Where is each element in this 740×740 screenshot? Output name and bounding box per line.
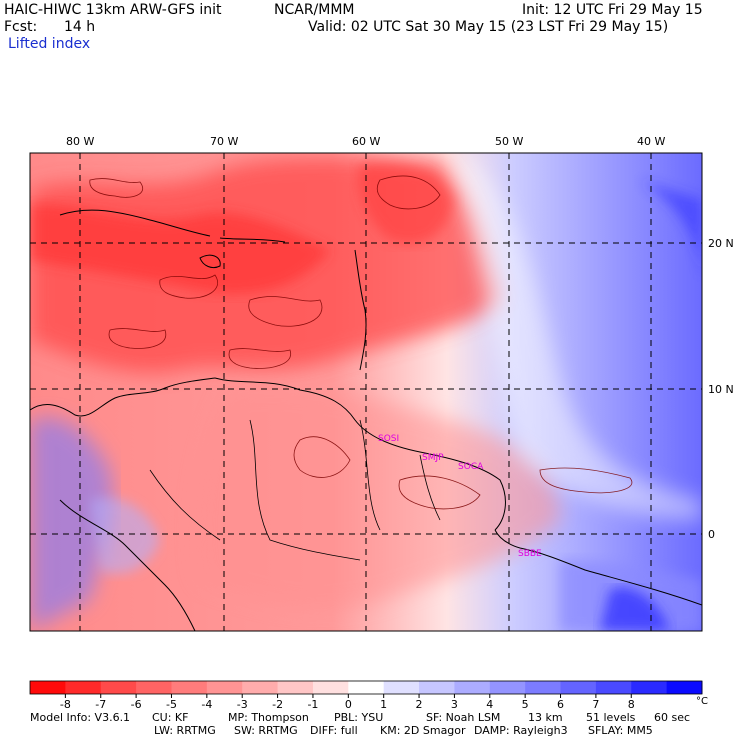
colorbar-border xyxy=(29,680,703,695)
colorbar-swatch xyxy=(100,681,137,694)
colorbar-tick-label: 6 xyxy=(557,698,564,711)
model-title: HAIC-HIWC 13km ARW-GFS init xyxy=(4,2,222,18)
longitude-label: 50 W xyxy=(495,135,523,148)
footer-resolution: 13 km xyxy=(528,711,563,724)
map-frame xyxy=(29,152,703,632)
central-america-coast xyxy=(30,377,216,417)
colorbar-swatch xyxy=(666,681,703,694)
colorbar-tick-label: -5 xyxy=(166,698,177,711)
colorbar-tick-label: 5 xyxy=(522,698,529,711)
lesser-antilles xyxy=(354,249,367,371)
colorbar-tick-label: 1 xyxy=(380,698,387,711)
colorbar-swatch xyxy=(30,681,66,694)
station-label: SMJP xyxy=(422,453,444,463)
colorbar-tick-label: 0 xyxy=(345,698,352,711)
forecast-hour: 14 h xyxy=(64,19,96,35)
colorbar-ticks: -8 -7 -6 -5 -4 -3 -2 -1 0 1 2 3 4 5 6 7 8 xyxy=(60,694,635,711)
colorbar-swatch xyxy=(454,681,491,694)
latitude-label: 20 N xyxy=(708,237,734,250)
colorbar-tick-label: 2 xyxy=(416,698,423,711)
colorbar-tick-label: -7 xyxy=(95,698,106,711)
forecast-label: Fcst: xyxy=(4,19,38,35)
footer-microphysics: MP: Thompson xyxy=(228,711,309,724)
latitude-label: 0 xyxy=(708,528,715,541)
amazon-delta xyxy=(494,529,702,606)
colorbar-swatch xyxy=(136,681,172,694)
colorbar-swatch xyxy=(383,681,420,694)
colorbar-tick-label: -8 xyxy=(60,698,71,711)
colorbar-swatch xyxy=(489,681,526,694)
colorbar-tick-label: -3 xyxy=(237,698,248,711)
footer-km: KM: 2D Smagor xyxy=(380,724,466,737)
colorbar-tick-label: 4 xyxy=(486,698,493,711)
colorbar-tick-label: 8 xyxy=(628,698,635,711)
footer-damping: DAMP: Rayleigh3 xyxy=(474,724,568,737)
station-label: SBBE xyxy=(518,549,542,559)
colorbar-swatch xyxy=(312,681,349,694)
footer-cumulus: CU: KF xyxy=(152,711,189,724)
footer-diffusion: DIFF: full xyxy=(310,724,358,737)
greater-antilles xyxy=(59,209,286,243)
field-name: Lifted index xyxy=(8,36,91,52)
footer-pbl: PBL: YSU xyxy=(334,711,384,724)
footer-model-info: Model Info: V3.6.1 xyxy=(30,711,131,724)
colorbar-tick-label: -2 xyxy=(272,698,283,711)
colorbar-swatch xyxy=(631,681,668,694)
colorbar-swatch xyxy=(419,681,455,694)
colorbar-swatch xyxy=(242,681,279,694)
station-label: SOCA xyxy=(458,462,484,472)
longitude-label: 80 W xyxy=(66,135,94,148)
footer-longwave: LW: RRTMG xyxy=(154,724,216,737)
colorbar-swatch xyxy=(348,681,385,694)
footer-levels: 51 levels xyxy=(586,711,636,724)
footer-shortwave: SW: RRTMG xyxy=(234,724,298,737)
colorbar-tick-label: -6 xyxy=(131,698,142,711)
colorbar-swatch xyxy=(277,681,314,694)
map-field: SOSI SMJP SOCA SBBE xyxy=(30,153,702,631)
colorbar-unit: °C xyxy=(696,696,708,707)
colorbar-swatch xyxy=(560,681,597,694)
colorbar-swatch xyxy=(595,681,632,694)
colorbar-tick-label: 3 xyxy=(451,698,458,711)
organization-label: NCAR/MMM xyxy=(274,2,355,18)
colorbar-tick-label: -4 xyxy=(201,698,212,711)
south-america-north-coast xyxy=(214,377,506,531)
colorbar-tick-label: -1 xyxy=(307,698,318,711)
colorbar-tick-label: 7 xyxy=(592,698,599,711)
latitude-label: 10 N xyxy=(708,383,734,396)
footer-timestep: 60 sec xyxy=(654,711,691,724)
init-time: Init: 12 UTC Fri 29 May 15 xyxy=(522,2,703,18)
station-label: SOSI xyxy=(378,434,399,444)
footer-surface: SF: Noah LSM xyxy=(426,711,501,724)
colorbar-swatch xyxy=(206,681,243,694)
longitude-label: 60 W xyxy=(352,135,380,148)
footer-surface-layer: SFLAY: MM5 xyxy=(588,724,653,737)
colorbar-swatch xyxy=(171,681,208,694)
longitude-label: 40 W xyxy=(637,135,665,148)
longitude-label: 70 W xyxy=(210,135,238,148)
south-america-pacific-coast xyxy=(59,499,196,631)
colorbar xyxy=(29,680,703,695)
colorbar-swatch xyxy=(65,681,102,694)
valid-time: Valid: 02 UTC Sat 30 May 15 (23 LST Fri … xyxy=(308,19,669,35)
colorbar-swatch xyxy=(525,681,562,694)
